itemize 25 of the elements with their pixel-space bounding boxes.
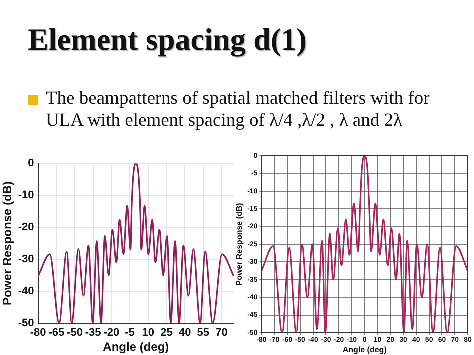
x-tick-label: -20 [104, 327, 120, 340]
line-series [262, 156, 468, 333]
x-tick-label: 40 [178, 327, 192, 340]
x-tick-label: -5 [125, 327, 135, 340]
x-tick-label: 25 [160, 327, 173, 340]
y-axis-title: Power Response (dB) [0, 181, 15, 306]
x-tick-label: 70 [216, 327, 228, 340]
x-tick-label: -65 [48, 327, 65, 340]
chart-title: Element spacing d(1) [28, 22, 307, 58]
x-tick-label: -50 [67, 327, 83, 340]
y-tick-label: 0 [28, 158, 34, 170]
y-tick-label: -50 [18, 317, 34, 330]
x-axis-title: Angle (deg) [103, 340, 170, 354]
y-tick-label: -10 [18, 190, 34, 202]
y-tick-label: -40 [18, 285, 34, 298]
chart-subtitle: The beampatterns of spatial matched filters with for ULA with element spacing of λ/4 ,λ/2 , λ and 2λ [46, 88, 431, 132]
x-tick-label: -80 [30, 327, 46, 340]
y-tick-label: -30 [18, 254, 34, 266]
x-tick-label: -35 [85, 327, 102, 340]
line-series [38, 164, 234, 324]
x-axis-title: Angle (deg) [342, 345, 388, 354]
y-tick-label: -20 [18, 222, 34, 234]
x-tick-label: 55 [197, 327, 210, 340]
x-tick-label: 10 [142, 327, 155, 340]
y-axis-title: Power Response (dB) [235, 202, 244, 286]
